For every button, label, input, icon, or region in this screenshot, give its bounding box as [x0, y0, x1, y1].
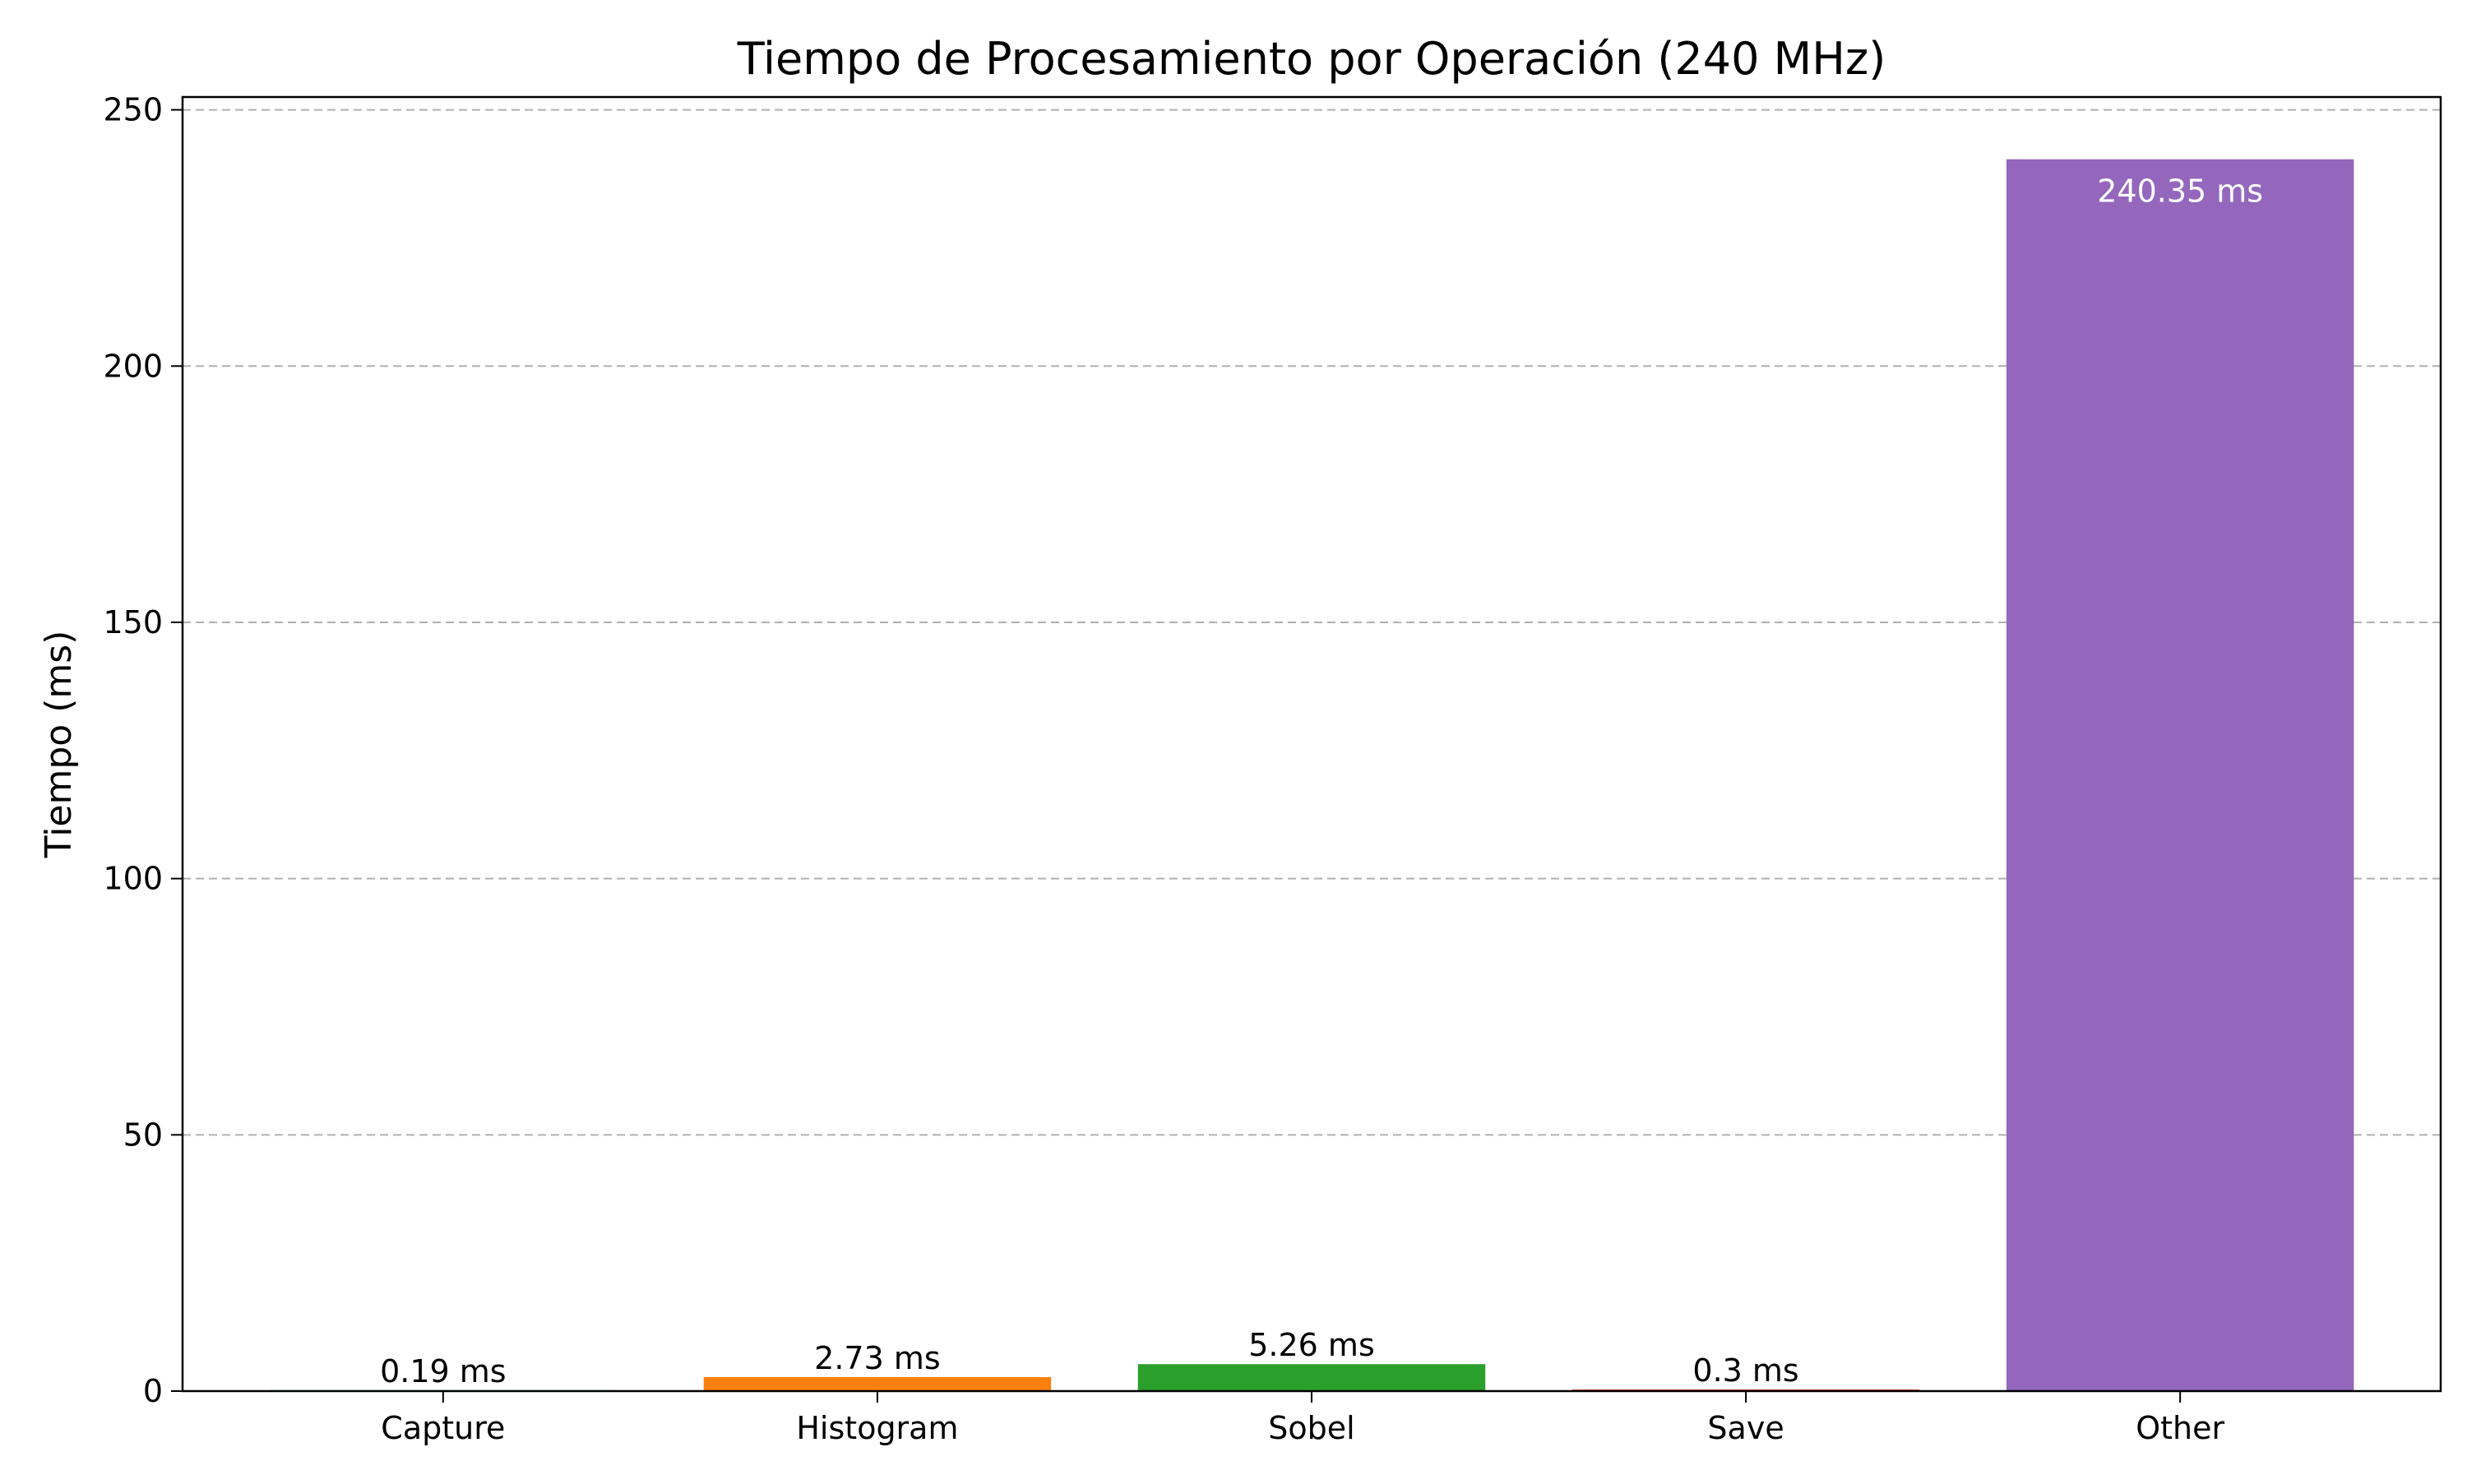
bar-value-label: 5.26 ms: [1248, 1327, 1375, 1363]
bar-value-labels: 0.19 ms 2.73 ms 5.26 ms 0.3 ms 240.35 ms: [380, 173, 2263, 1389]
bar-value-label: 0.3 ms: [1692, 1352, 1798, 1389]
y-axis-label: Tiempo (ms): [38, 631, 80, 859]
bar-histogram: [703, 1376, 1052, 1391]
bar-other: [2006, 159, 2354, 1391]
y-tick-label: 50: [123, 1116, 163, 1153]
y-tick-label: 0: [143, 1373, 163, 1409]
bars: [269, 159, 2354, 1391]
y-tick-label: 200: [103, 348, 163, 384]
bar-value-label: 2.73 ms: [814, 1340, 941, 1376]
x-tick-label: Histogram: [796, 1410, 958, 1446]
y-axis-ticks: 0 50 100 150 200 250: [103, 92, 183, 1409]
bar-value-label: 0.19 ms: [380, 1353, 507, 1389]
y-tick-label: 150: [103, 604, 163, 640]
y-tick-label: 100: [103, 861, 163, 897]
bar-sobel: [1137, 1364, 1486, 1391]
x-tick-label: Sobel: [1268, 1410, 1354, 1446]
bar-value-label: 240.35 ms: [2097, 173, 2263, 210]
x-tick-label: Save: [1707, 1410, 1784, 1446]
chart-title: Tiempo de Procesamiento por Operación (2…: [737, 33, 1886, 85]
y-tick-label: 250: [103, 92, 163, 128]
x-tick-label: Other: [2136, 1410, 2224, 1446]
x-tick-label: Capture: [381, 1410, 505, 1446]
x-axis-ticks: Capture Histogram Sobel Save Other: [381, 1391, 2224, 1446]
